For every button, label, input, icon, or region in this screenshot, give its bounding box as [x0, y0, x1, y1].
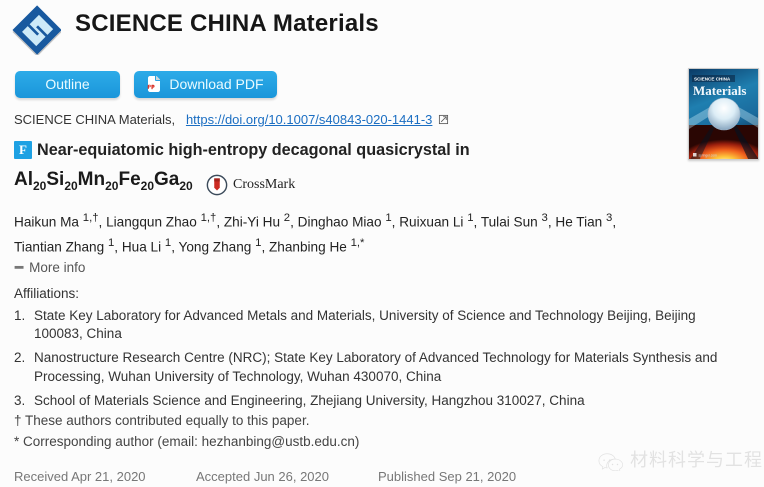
svg-text:Materials: Materials [693, 83, 746, 98]
svg-text:SCIENCE CHINA: SCIENCE CHINA [694, 77, 731, 82]
svg-text:springer.com: springer.com [699, 153, 718, 157]
